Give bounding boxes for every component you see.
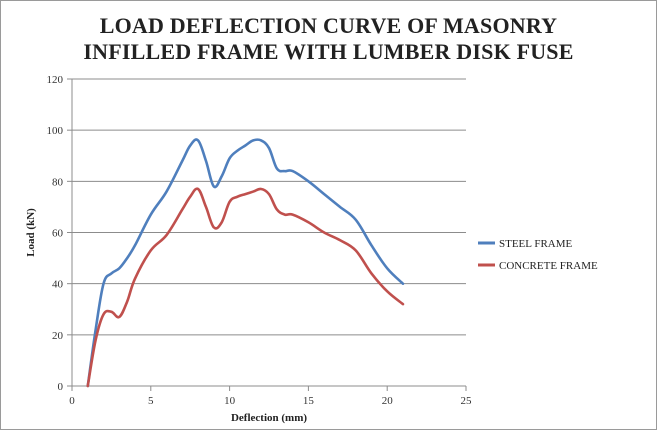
x-axis-label: Deflection (mm) xyxy=(231,412,307,424)
x-tick-label-5: 5 xyxy=(148,395,154,407)
y-tick-label-0: 0 xyxy=(58,381,64,393)
x-tick-label-15: 15 xyxy=(303,395,315,407)
x-tick-label-25: 25 xyxy=(461,395,473,407)
y-tick-label-80: 80 xyxy=(52,176,64,188)
y-tick-label-100: 100 xyxy=(47,125,64,137)
y-tick-label-60: 60 xyxy=(52,228,64,240)
y-axis-label: Load (kN) xyxy=(25,208,37,257)
legend: STEEL FRAME CONCRETE FRAME xyxy=(478,238,598,272)
x-tick-label-10: 10 xyxy=(224,395,236,407)
series-line-concrete-frame xyxy=(86,187,405,388)
tick-labels: 0 20 40 60 80 100 120 0 5 10 15 20 25 xyxy=(47,74,473,407)
legend-label-concrete-frame: CONCRETE FRAME xyxy=(499,260,598,272)
chart-title-line-2: INFILLED FRAME WITH LUMBER DISK FUSE xyxy=(83,39,574,64)
y-tick-label-20: 20 xyxy=(52,330,64,342)
chart-title-line-1: LOAD DEFLECTION CURVE OF MASONRY xyxy=(99,13,558,38)
x-tick-label-0: 0 xyxy=(69,395,75,407)
series-line-steel-frame xyxy=(86,138,405,388)
axes xyxy=(67,78,467,391)
chart-title: LOAD DEFLECTION CURVE OF MASONRY INFILLE… xyxy=(0,13,657,65)
x-tick-label-20: 20 xyxy=(382,395,394,407)
series-lines xyxy=(86,138,405,388)
y-tick-label-120: 120 xyxy=(47,74,64,86)
legend-label-steel-frame: STEEL FRAME xyxy=(499,238,573,250)
gridlines xyxy=(72,78,466,336)
y-tick-label-40: 40 xyxy=(52,279,64,291)
